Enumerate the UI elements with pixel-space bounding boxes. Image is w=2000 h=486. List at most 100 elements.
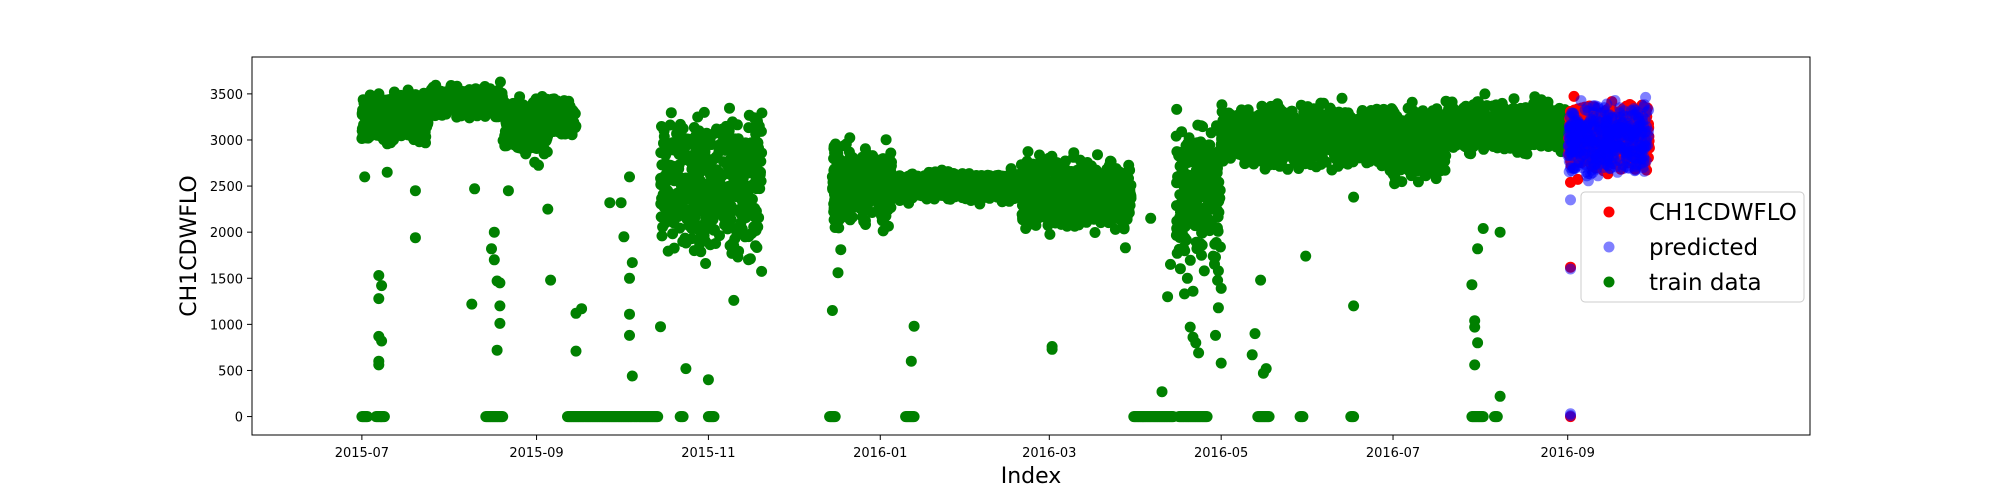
- point-train-data: [1389, 178, 1401, 190]
- point-train-data: [464, 84, 475, 96]
- point-train-data: [691, 182, 703, 194]
- point-train-data: [680, 133, 691, 145]
- point-train-data: [694, 203, 706, 215]
- point-train-data: [698, 106, 710, 118]
- point-train-data: [920, 180, 932, 192]
- point-train-data: [1257, 156, 1269, 168]
- point-train-data: [658, 125, 670, 137]
- point-train-data: [756, 265, 768, 277]
- point-train-data: [1446, 120, 1458, 132]
- point-train-data: [1268, 141, 1280, 153]
- point-train-data: [1334, 111, 1346, 123]
- point-train-data: [1070, 195, 1082, 207]
- point-train-data: [1472, 96, 1483, 108]
- point-train-data: [848, 189, 860, 201]
- point-train-data: [1315, 97, 1327, 109]
- point-train-data: [1105, 200, 1117, 212]
- point-train-data: [698, 153, 710, 165]
- point-train-data: [1457, 104, 1469, 115]
- point-train-data: [831, 209, 842, 221]
- point-train-data: [528, 133, 539, 145]
- point-train-data: [537, 141, 549, 153]
- point-train-data: [1411, 140, 1423, 152]
- point-train-data: [469, 93, 481, 105]
- point-train-data: [1331, 140, 1342, 152]
- point-train-data: [1209, 238, 1221, 250]
- point-train-data: [1364, 153, 1376, 165]
- point-train-data: [958, 179, 970, 191]
- point-train-data: [1549, 111, 1561, 123]
- point-train-data: [752, 221, 764, 233]
- point-train-data: [553, 110, 565, 122]
- point-train-data: [1255, 141, 1267, 153]
- point-train-data: [1179, 232, 1191, 244]
- point-train-data: [1118, 223, 1130, 235]
- point-train-data: [833, 222, 845, 234]
- point-train-data: [1200, 164, 1212, 176]
- point-train-data: [673, 159, 685, 171]
- point-train-data: [520, 148, 532, 160]
- point-train-data: [1524, 102, 1536, 114]
- point-train-data: [1173, 171, 1184, 183]
- point-train-data: [1404, 163, 1416, 175]
- point-train-data: [851, 158, 863, 169]
- point-train-data: [1432, 133, 1443, 145]
- point-train-data: [1042, 219, 1054, 231]
- point-train-data: [750, 128, 762, 140]
- point-train-data: [866, 207, 878, 218]
- point-train-data: [1061, 220, 1073, 232]
- point-train-data: [1404, 155, 1416, 167]
- point-train-data: [1469, 122, 1481, 133]
- point-train-data: [1056, 188, 1068, 200]
- point-train-data: [559, 121, 571, 133]
- point-train-data: [838, 169, 850, 181]
- point-train-data: [734, 227, 746, 238]
- point-train-data: [1311, 120, 1323, 131]
- point-train-data: [1195, 203, 1207, 215]
- point-train-data: [1060, 155, 1071, 167]
- point-train-data: [974, 172, 985, 184]
- point-train-data: [685, 193, 697, 205]
- point-train-data: [940, 176, 952, 187]
- point-train-data: [1412, 176, 1424, 188]
- point-train-data: [508, 112, 520, 124]
- point-train-data: [1442, 106, 1454, 118]
- point-train-data: [1081, 216, 1092, 228]
- point-train-data: [736, 140, 748, 152]
- point-train-data: [381, 112, 393, 124]
- point-train-data: [1509, 106, 1521, 118]
- point-train-data: [1081, 157, 1093, 168]
- point-train-data: [1239, 158, 1251, 170]
- point-train-data: [677, 236, 689, 247]
- point-train-data: [657, 221, 669, 233]
- point-train-data: [361, 108, 373, 120]
- point-train-data: [943, 185, 955, 197]
- point-train-data: [1218, 137, 1229, 149]
- point-train-data: [1195, 238, 1207, 250]
- point-train-data: [1113, 213, 1124, 225]
- point-train-data: [1066, 166, 1077, 177]
- point-train-data: [360, 99, 372, 111]
- point-train-data: [711, 123, 722, 135]
- point-train-data: [710, 238, 722, 249]
- point-train-data: [1438, 156, 1449, 168]
- point-train-data: [1231, 132, 1243, 144]
- point-train-data: [450, 86, 462, 98]
- point-train-data: [443, 98, 455, 110]
- point-train-data: [656, 230, 668, 242]
- point-train-data: [437, 90, 449, 102]
- point-train-data: [965, 186, 977, 197]
- point-train-data: [837, 199, 849, 211]
- point-train-data: [667, 228, 679, 240]
- point-train-data: [1536, 114, 1548, 126]
- point-train-data: [974, 182, 986, 194]
- point-train-data: [1309, 138, 1321, 149]
- point-train-data: [756, 107, 768, 119]
- point-train-data: [679, 206, 690, 218]
- point-train-data: [877, 215, 889, 227]
- point-train-data: [1318, 112, 1330, 123]
- point-train-data: [1055, 164, 1067, 176]
- point-train-data: [425, 84, 437, 95]
- point-train-data: [1330, 122, 1342, 134]
- point-train-data: [674, 118, 686, 130]
